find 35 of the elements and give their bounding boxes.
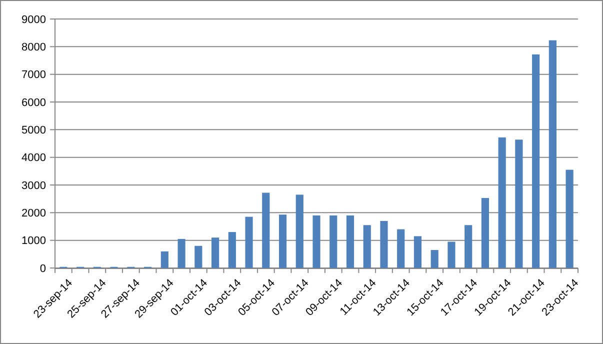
bar	[464, 225, 472, 268]
bar	[296, 194, 304, 268]
y-tick-label: 4000	[22, 152, 46, 164]
bar	[278, 214, 287, 268]
bar	[397, 229, 405, 268]
bar	[228, 232, 236, 268]
bar	[532, 54, 540, 268]
bar	[498, 137, 506, 268]
bar	[430, 250, 438, 268]
bar	[566, 170, 574, 268]
bar	[194, 246, 202, 268]
bar	[363, 225, 371, 268]
bar	[481, 198, 490, 268]
y-tick-label: 8000	[22, 42, 46, 54]
y-tick-label: 6000	[22, 96, 46, 109]
bar	[515, 140, 523, 268]
bar	[262, 192, 270, 268]
bar	[312, 215, 320, 268]
bar	[160, 251, 168, 268]
bar	[380, 220, 388, 268]
bar	[211, 238, 220, 268]
bar	[448, 242, 456, 268]
bar	[178, 238, 186, 268]
bar	[346, 215, 354, 268]
bar	[414, 236, 422, 268]
y-tick-label: 0	[40, 262, 46, 275]
y-tick-label: 1000	[22, 235, 46, 248]
y-tick-label: 9000	[22, 14, 46, 26]
bar	[245, 216, 253, 268]
bar	[330, 215, 338, 268]
y-tick-label: 5000	[22, 124, 46, 137]
y-tick-label: 2000	[22, 208, 46, 220]
bar	[548, 40, 556, 268]
y-tick-label: 7000	[22, 69, 46, 82]
y-tick-label: 3000	[22, 180, 46, 192]
